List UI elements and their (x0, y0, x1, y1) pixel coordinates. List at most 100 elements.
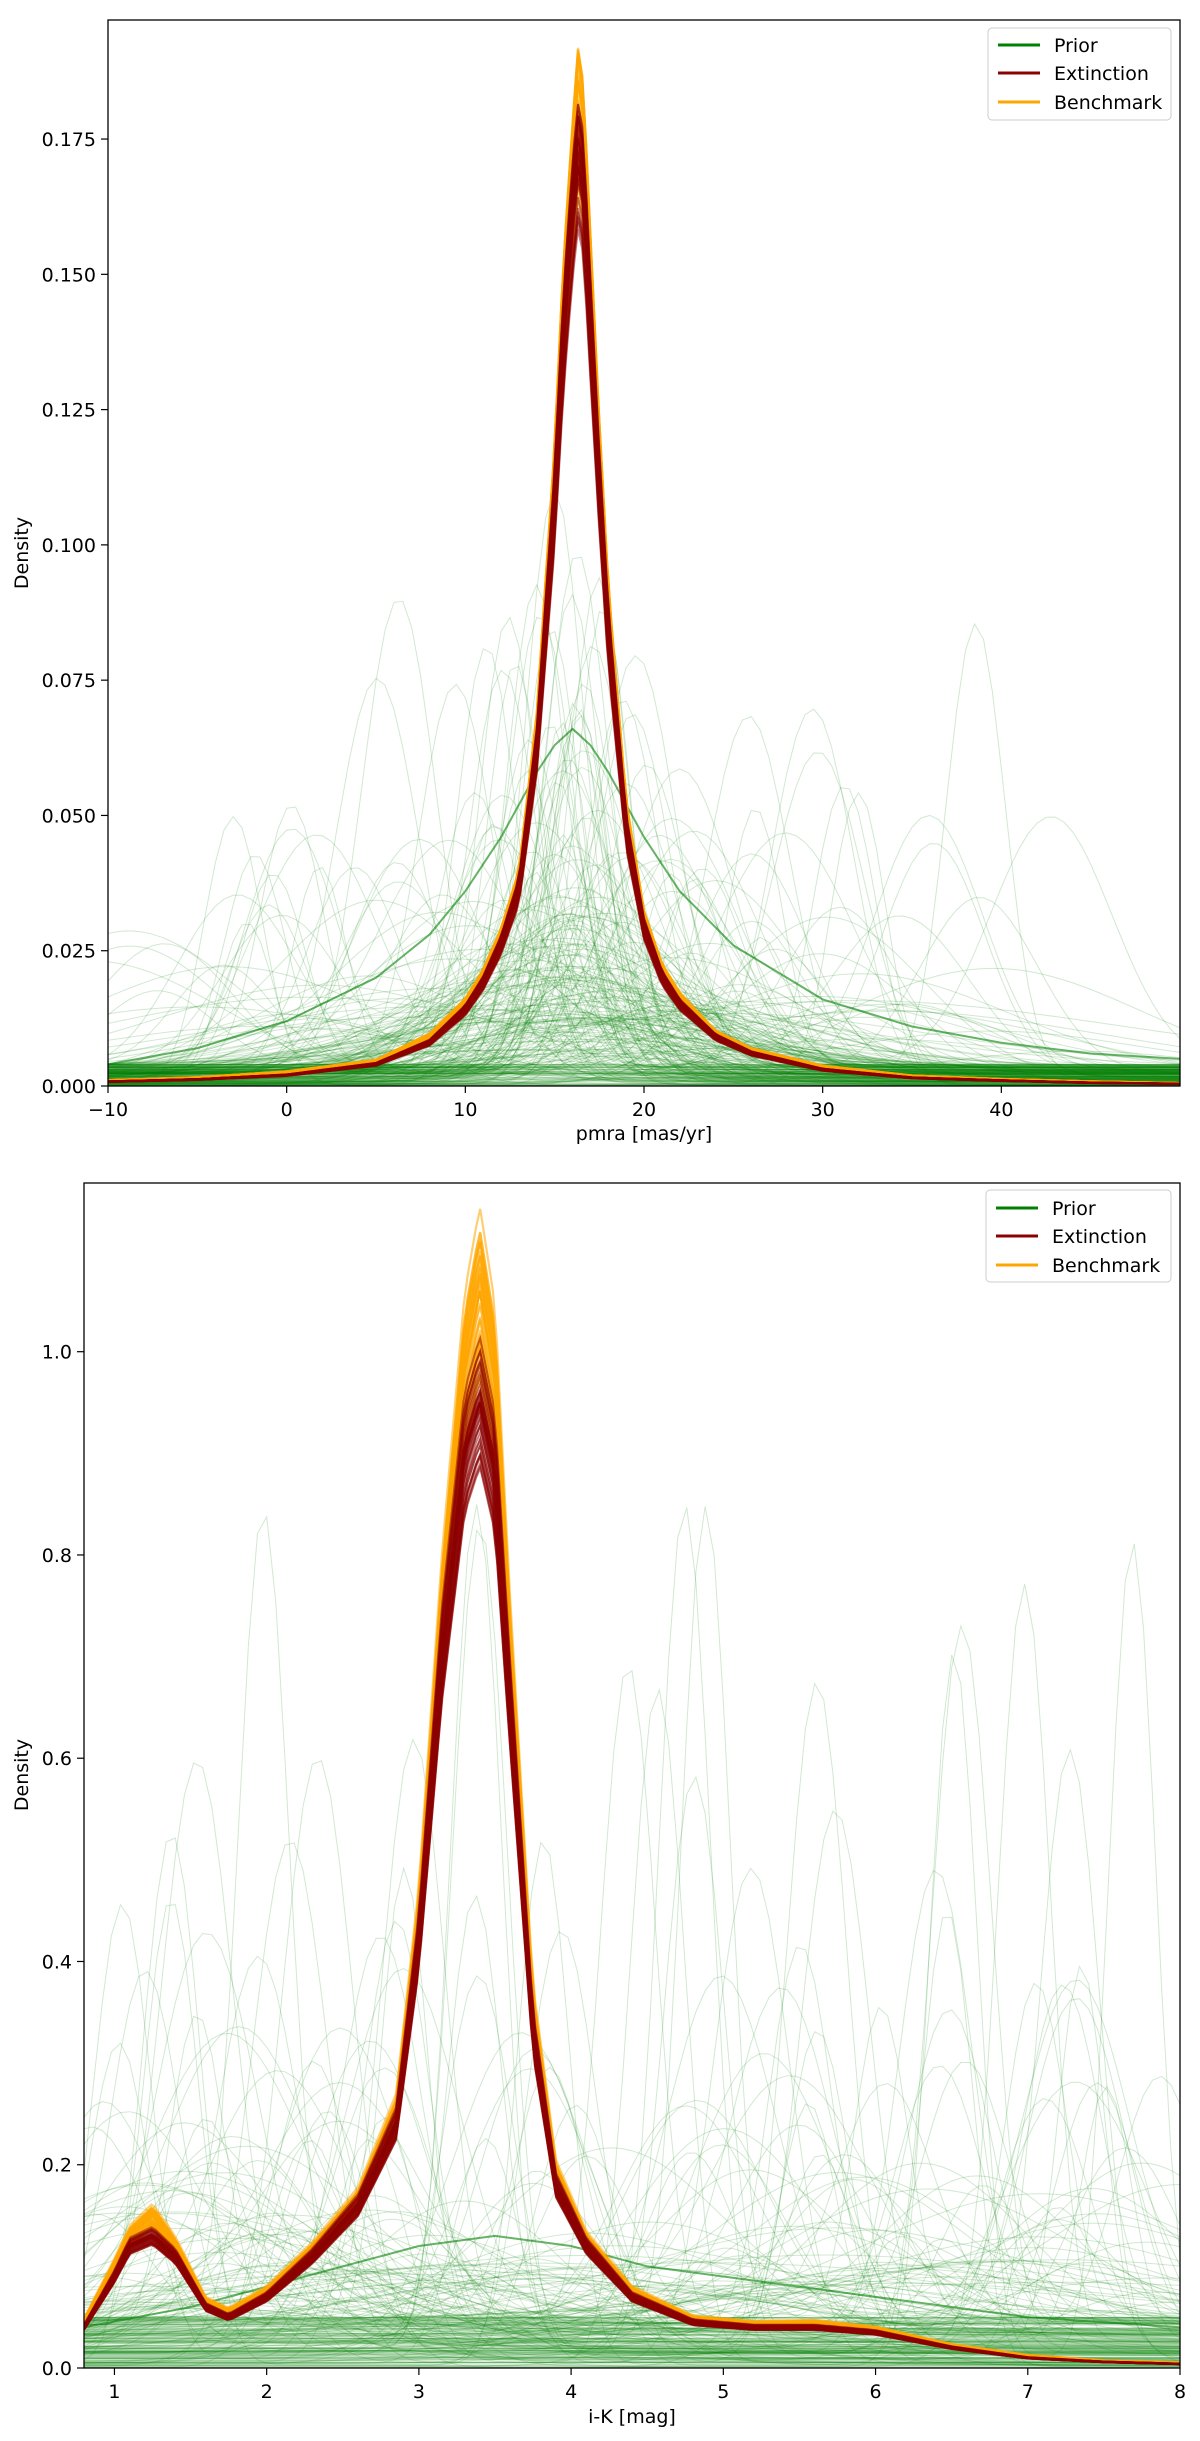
prior-sample-line (84, 2261, 1180, 2354)
prior-sample-line (84, 2065, 1180, 2332)
prior-sample-line (84, 2261, 1180, 2344)
prior-sample-line (84, 2238, 1180, 2347)
prior-sample-line (84, 2098, 1180, 2368)
prior-sample-line (108, 899, 1180, 1071)
prior-sample-line (108, 1004, 1180, 1075)
prior-sample-line (108, 905, 1180, 1067)
prior-sample-line (108, 866, 1180, 1073)
prior-sample-line (84, 2182, 1180, 2359)
prior-sample-line (108, 943, 1180, 1071)
y-tick-label: 0.150 (42, 264, 96, 286)
prior-sample-line (108, 816, 1180, 1066)
prior-sample-line (108, 998, 1180, 1077)
prior-sample-line (84, 2310, 1180, 2349)
prior-sample-line (108, 1040, 1180, 1066)
prior-sample-line (108, 975, 1180, 1078)
prior-sample-line (84, 1543, 1180, 2358)
prior-sample-line (84, 2212, 1180, 2360)
prior-sample-line (108, 871, 1180, 1083)
prior-sample-line (84, 2184, 1180, 2329)
legend-label-prior: Prior (1052, 1198, 1096, 1220)
prior-sample-line (84, 1624, 1180, 2352)
prior-sample-line (84, 2259, 1180, 2319)
prior-sample-line (84, 2261, 1180, 2334)
prior-sample-line (84, 2099, 1180, 2336)
prior-sample-line (84, 1979, 1180, 2336)
prior-sample-line (108, 677, 1180, 1076)
prior-sample-line (108, 1009, 1180, 1072)
prior-sample-line (108, 853, 1180, 1068)
prior-sample-line (84, 2316, 1180, 2349)
prior-sample-line (108, 966, 1180, 1066)
prior-sample-line (84, 2344, 1180, 2363)
prior-sample-line (84, 1506, 1180, 2340)
prior-sample-line (108, 877, 1180, 1066)
prior-sample-line (84, 1682, 1180, 2349)
prior-sample-line (84, 2187, 1180, 2363)
y-tick-label: 0.025 (42, 941, 96, 963)
prior-sample-line (84, 2082, 1180, 2340)
prior-sample-line (84, 2301, 1180, 2352)
series-prior-samples (84, 1504, 1180, 2368)
prior-sample-line (84, 2172, 1180, 2329)
prior-sample-line (84, 2262, 1180, 2347)
prior-sample-line (84, 2262, 1180, 2315)
prior-sample-line (108, 1049, 1180, 1078)
prior-sample-line (108, 1000, 1180, 1068)
prior-sample-line (84, 2332, 1180, 2352)
prior-sample-line (84, 2221, 1180, 2335)
prior-sample-line (84, 2145, 1180, 2322)
prior-sample-line (84, 2119, 1180, 2329)
prior-sample-line (84, 2276, 1180, 2353)
prior-sample-line (108, 1046, 1180, 1080)
prior-sample-line (108, 726, 1180, 1071)
legend-label-benchmark: Benchmark (1054, 92, 1162, 114)
prior-sample-line (84, 2140, 1180, 2329)
prior-sample-line (84, 2162, 1180, 2342)
prior-sample-line (84, 2236, 1180, 2342)
prior-sample-line (84, 2259, 1180, 2320)
prior-sample-line (108, 1016, 1180, 1084)
prior-sample-line (84, 2260, 1180, 2354)
prior-sample-line (84, 1987, 1180, 2337)
prior-sample-line (108, 834, 1180, 1068)
prior-sample-line (84, 1654, 1180, 2358)
prior-sample-line (84, 1984, 1180, 2327)
prior-sample-line (84, 2053, 1180, 2367)
prior-sample-line (84, 2247, 1180, 2327)
prior-sample-line (84, 1867, 1180, 2364)
prior-sample-line (108, 1035, 1180, 1086)
x-tick-label: 0 (281, 1099, 293, 1121)
prior-sample-line (108, 787, 1180, 1085)
prior-sample-line (84, 2222, 1180, 2347)
prior-sample-line (108, 1047, 1180, 1084)
prior-sample-line (84, 2081, 1180, 2366)
prior-sample-line (84, 2306, 1180, 2366)
legend-i-k: Prior Extinction Benchmark (985, 1189, 1172, 1283)
prior-sample-line (108, 1030, 1180, 1068)
x-tick-label: 6 (870, 2381, 882, 2403)
prior-sample-line (108, 809, 1180, 1083)
x-tick-label: 4 (565, 2381, 577, 2403)
prior-sample-line (108, 975, 1180, 1070)
prior-sample-line (84, 2258, 1180, 2366)
prior-sample-line (84, 2298, 1180, 2340)
prior-sample-line (84, 2298, 1180, 2325)
y-axis-pmra: 0.000 0.025 0.050 0.075 0.100 0.125 0.150 0.175 (42, 129, 108, 1098)
prior-sample-line (108, 943, 1180, 1075)
prior-sample-line (84, 1971, 1180, 2341)
y-axis-label-i-k: Density (11, 1739, 33, 1811)
prior-sample-line (108, 1005, 1180, 1085)
prior-sample-line (84, 2269, 1180, 2341)
prior-sample-line (84, 2221, 1180, 2353)
prior-sample-line (84, 2211, 1180, 2326)
series-prior-line (108, 727, 1180, 1066)
prior-sample-line (108, 759, 1180, 1066)
prior-sample-line (84, 2213, 1180, 2357)
prior-sample-line (108, 916, 1180, 1085)
prior-sample-line (84, 2147, 1180, 2332)
prior-sample-line (84, 1920, 1180, 2333)
prior-sample-line (108, 1018, 1180, 1080)
prior-sample-line (84, 2264, 1180, 2346)
prior-sample-line (84, 2296, 1180, 2349)
